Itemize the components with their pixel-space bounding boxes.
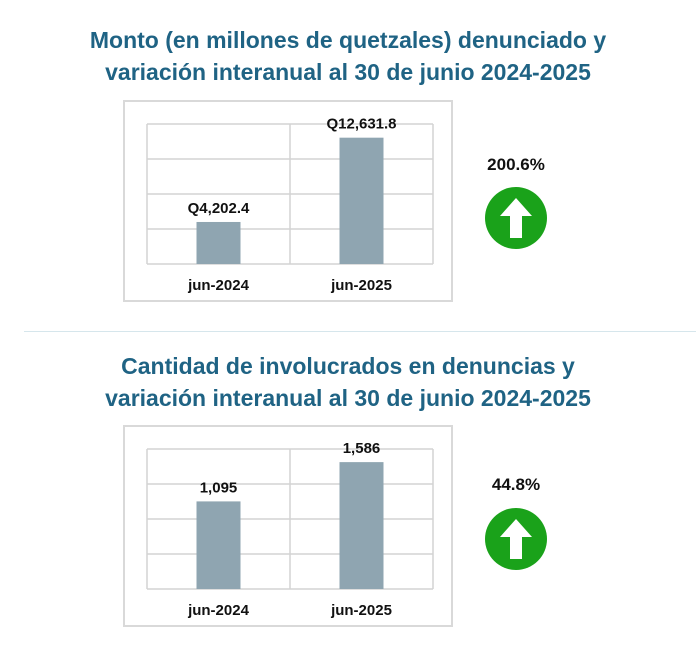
chart-title-involved-line2: variación interanual al 30 de junio 2024… <box>105 385 591 411</box>
bar-jun-2025 <box>339 137 384 264</box>
x-tick-label: jun-2025 <box>330 602 392 619</box>
data-label: 1,095 <box>200 479 238 496</box>
involved-variation-percent: 44.8% <box>491 475 541 494</box>
amount-chart-frame: Q4,202.4 jun-2024 Q12,631.8 jun-2025 <box>123 100 453 302</box>
bar-jun-2025 <box>339 462 384 589</box>
section-divider <box>24 331 696 332</box>
data-label: Q4,202.4 <box>188 200 250 217</box>
chart-title-amount-line2: variación interanual al 30 de junio 2024… <box>105 59 591 85</box>
bar-jun-2024 <box>196 501 241 589</box>
involved-bar-chart: 1,095 jun-2024 1,586 jun-2025 <box>146 440 434 619</box>
x-tick-label: jun-2024 <box>187 277 250 294</box>
amount-variation-percent: 200.6% <box>487 155 545 174</box>
amount-bar-chart: Q4,202.4 jun-2024 Q12,631.8 jun-2025 <box>146 116 434 294</box>
up-arrow-icon <box>484 186 548 250</box>
chart-title-involved-line1: Cantidad de involucrados en denuncias y <box>121 353 575 379</box>
chart-title-involved: Cantidad de involucrados en denuncias y … <box>0 350 696 414</box>
chart-title-amount-line1: Monto (en millones de quetzales) denunci… <box>89 27 607 53</box>
bar-jun-2024 <box>196 221 241 264</box>
data-label: Q12,631.8 <box>326 116 396 133</box>
x-tick-label: jun-2024 <box>187 602 250 619</box>
data-label: 1,586 <box>343 440 381 457</box>
x-tick-label: jun-2025 <box>330 277 392 294</box>
chart-title-amount: Monto (en millones de quetzales) denunci… <box>0 24 696 88</box>
up-arrow-icon <box>484 507 548 571</box>
involved-chart-frame: 1,095 jun-2024 1,586 jun-2025 <box>123 425 453 627</box>
